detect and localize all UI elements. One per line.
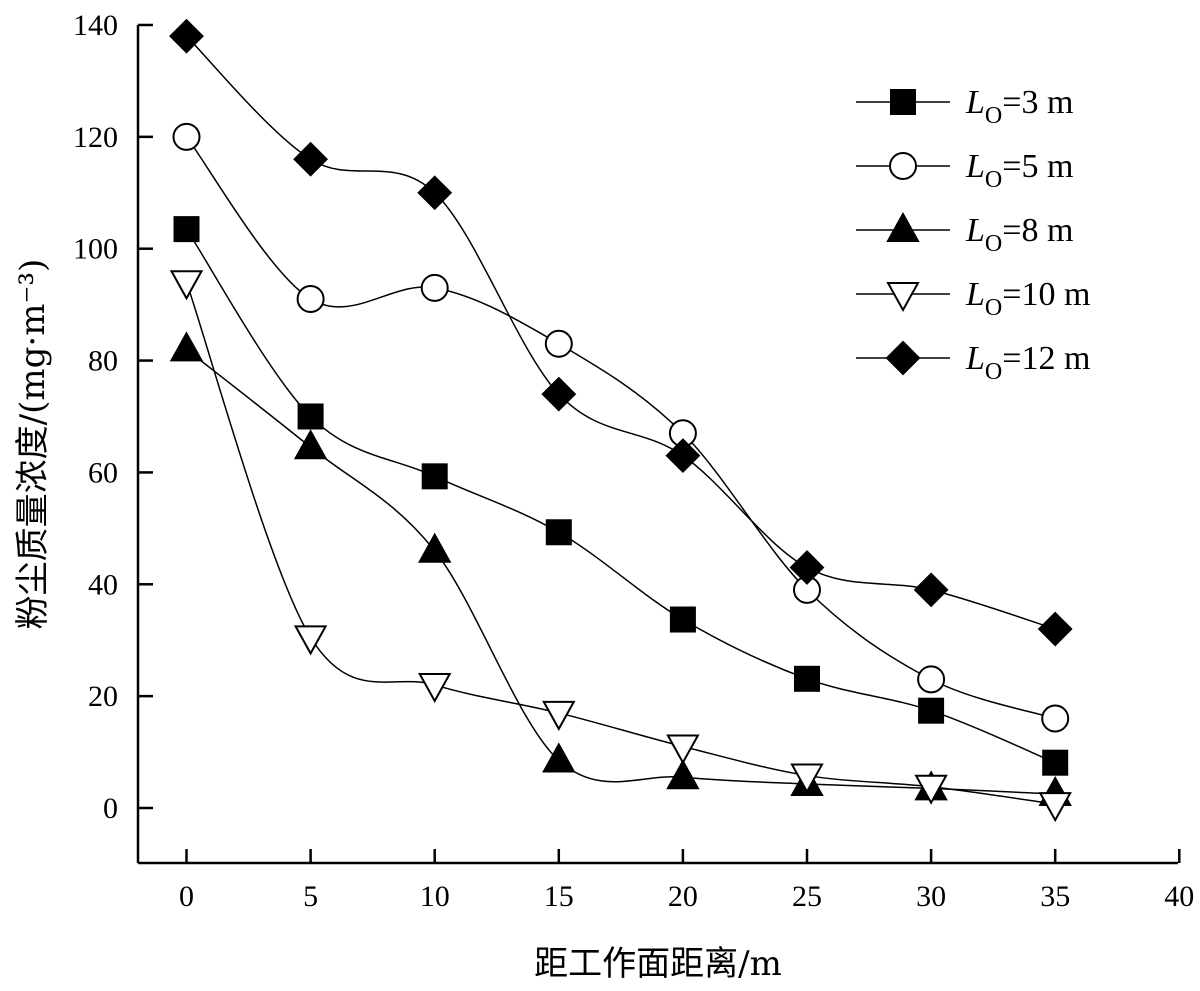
data-point-series-3	[542, 700, 576, 731]
data-point-series-0	[1042, 749, 1069, 776]
data-point-series-4	[665, 438, 701, 474]
legend-label: LO=12 m	[965, 340, 1090, 385]
legend-label-subscript: O	[985, 103, 1002, 129]
y-tick-label: 60	[88, 456, 118, 489]
data-point-series-4	[913, 572, 949, 608]
y-tick-label: 0	[103, 792, 118, 825]
x-tick-label: 40	[1164, 880, 1194, 913]
y-ticks: 0 20 40 60 80 100 120 140	[73, 9, 153, 825]
data-point-series-3	[666, 734, 700, 765]
data-point-series-3	[1038, 792, 1072, 823]
data-point-series-4	[789, 550, 825, 585]
legend-marker	[886, 282, 920, 313]
x-tick-label: 30	[916, 880, 946, 913]
data-point-series-0	[173, 216, 200, 243]
data-point-series-4	[169, 18, 204, 54]
series-markers	[169, 18, 1073, 823]
data-point-series-0	[794, 665, 820, 692]
data-point-series-1	[544, 329, 573, 358]
data-point-series-4	[417, 175, 453, 211]
x-tick-label: 20	[668, 880, 698, 913]
legend-label-value: =10 m	[1002, 276, 1090, 313]
legend: LO=3 mLO=5 mLO=8 mLO=10 mLO=12 m	[856, 84, 1090, 385]
legend-label: LO=5 m	[965, 148, 1073, 193]
legend-label-subscript: O	[985, 231, 1002, 257]
data-point-series-2	[666, 759, 700, 790]
legend-label-value: =3 m	[1002, 84, 1073, 121]
data-point-series-0	[297, 403, 324, 430]
legend-label-subscript: O	[985, 295, 1002, 321]
y-tick-label: 100	[73, 233, 118, 266]
data-point-series-1	[296, 285, 325, 314]
legend-label: LO=3 m	[965, 84, 1073, 129]
data-point-series-2	[293, 429, 328, 460]
data-point-series-0	[545, 519, 572, 546]
y-tick-label: 40	[88, 568, 118, 601]
data-point-series-1	[172, 122, 201, 151]
series-line-4	[185, 35, 1056, 630]
data-point-series-4	[541, 376, 577, 412]
legend-marker	[886, 211, 920, 242]
data-point-series-2	[418, 532, 452, 563]
data-point-series-3	[418, 672, 452, 704]
legend-label-value: =12 m	[1002, 340, 1090, 377]
x-tick-label: 35	[1040, 880, 1070, 913]
data-point-series-4	[1037, 611, 1073, 647]
x-tick-label: 5	[303, 880, 318, 913]
legend-label-name: L	[965, 340, 985, 377]
data-point-series-0	[421, 463, 448, 490]
x-tick-label: 25	[792, 880, 822, 913]
legend-label-name: L	[965, 148, 985, 185]
data-point-series-2	[542, 742, 576, 773]
legend-label-name: L	[965, 212, 985, 249]
x-ticks: 0 5 10 15 20 25 30 35 40	[179, 849, 1194, 913]
data-point-series-1	[420, 273, 449, 302]
legend-label: LO=10 m	[965, 276, 1090, 321]
data-point-series-0	[918, 697, 945, 724]
data-point-series-0	[669, 606, 696, 633]
legend-label-name: L	[965, 84, 985, 121]
data-point-series-3	[914, 774, 948, 805]
legend-label-name: L	[965, 276, 985, 313]
x-axis-title: 距工作面距离/m	[534, 944, 782, 984]
y-tick-label: 120	[73, 121, 118, 154]
y-axis-title: 粉尘质量浓度/(mg·m⁻³)	[13, 259, 53, 630]
data-point-series-3	[169, 270, 204, 301]
y-tick-label: 20	[88, 680, 118, 713]
data-point-series-3	[293, 625, 328, 656]
legend-label: LO=8 m	[965, 212, 1073, 257]
x-tick-label: 15	[544, 880, 574, 913]
data-point-series-4	[293, 141, 329, 177]
legend-marker	[885, 340, 921, 376]
data-point-series-3	[790, 763, 824, 794]
legend-label-value: =8 m	[1002, 212, 1073, 249]
data-point-series-2	[169, 331, 204, 362]
legend-marker	[889, 152, 917, 180]
y-tick-label: 80	[88, 345, 118, 378]
x-tick-label: 0	[179, 880, 194, 913]
y-tick-label: 140	[73, 9, 118, 42]
legend-marker	[890, 89, 916, 115]
series-line-3	[185, 282, 1056, 805]
legend-label-subscript: O	[985, 359, 1002, 385]
legend-label-subscript: O	[985, 167, 1002, 193]
data-point-series-1	[917, 665, 946, 694]
x-tick-label: 10	[420, 880, 450, 913]
legend-label-value: =5 m	[1002, 148, 1073, 185]
data-point-series-1	[1041, 704, 1070, 733]
